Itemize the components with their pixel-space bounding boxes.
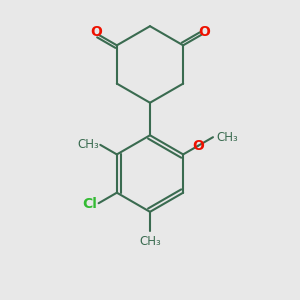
Text: CH₃: CH₃ xyxy=(139,235,161,248)
Text: Cl: Cl xyxy=(82,197,97,211)
Text: O: O xyxy=(192,139,204,153)
Text: O: O xyxy=(90,26,102,39)
Text: CH₃: CH₃ xyxy=(217,131,238,144)
Text: O: O xyxy=(198,26,210,39)
Text: CH₃: CH₃ xyxy=(77,138,99,151)
